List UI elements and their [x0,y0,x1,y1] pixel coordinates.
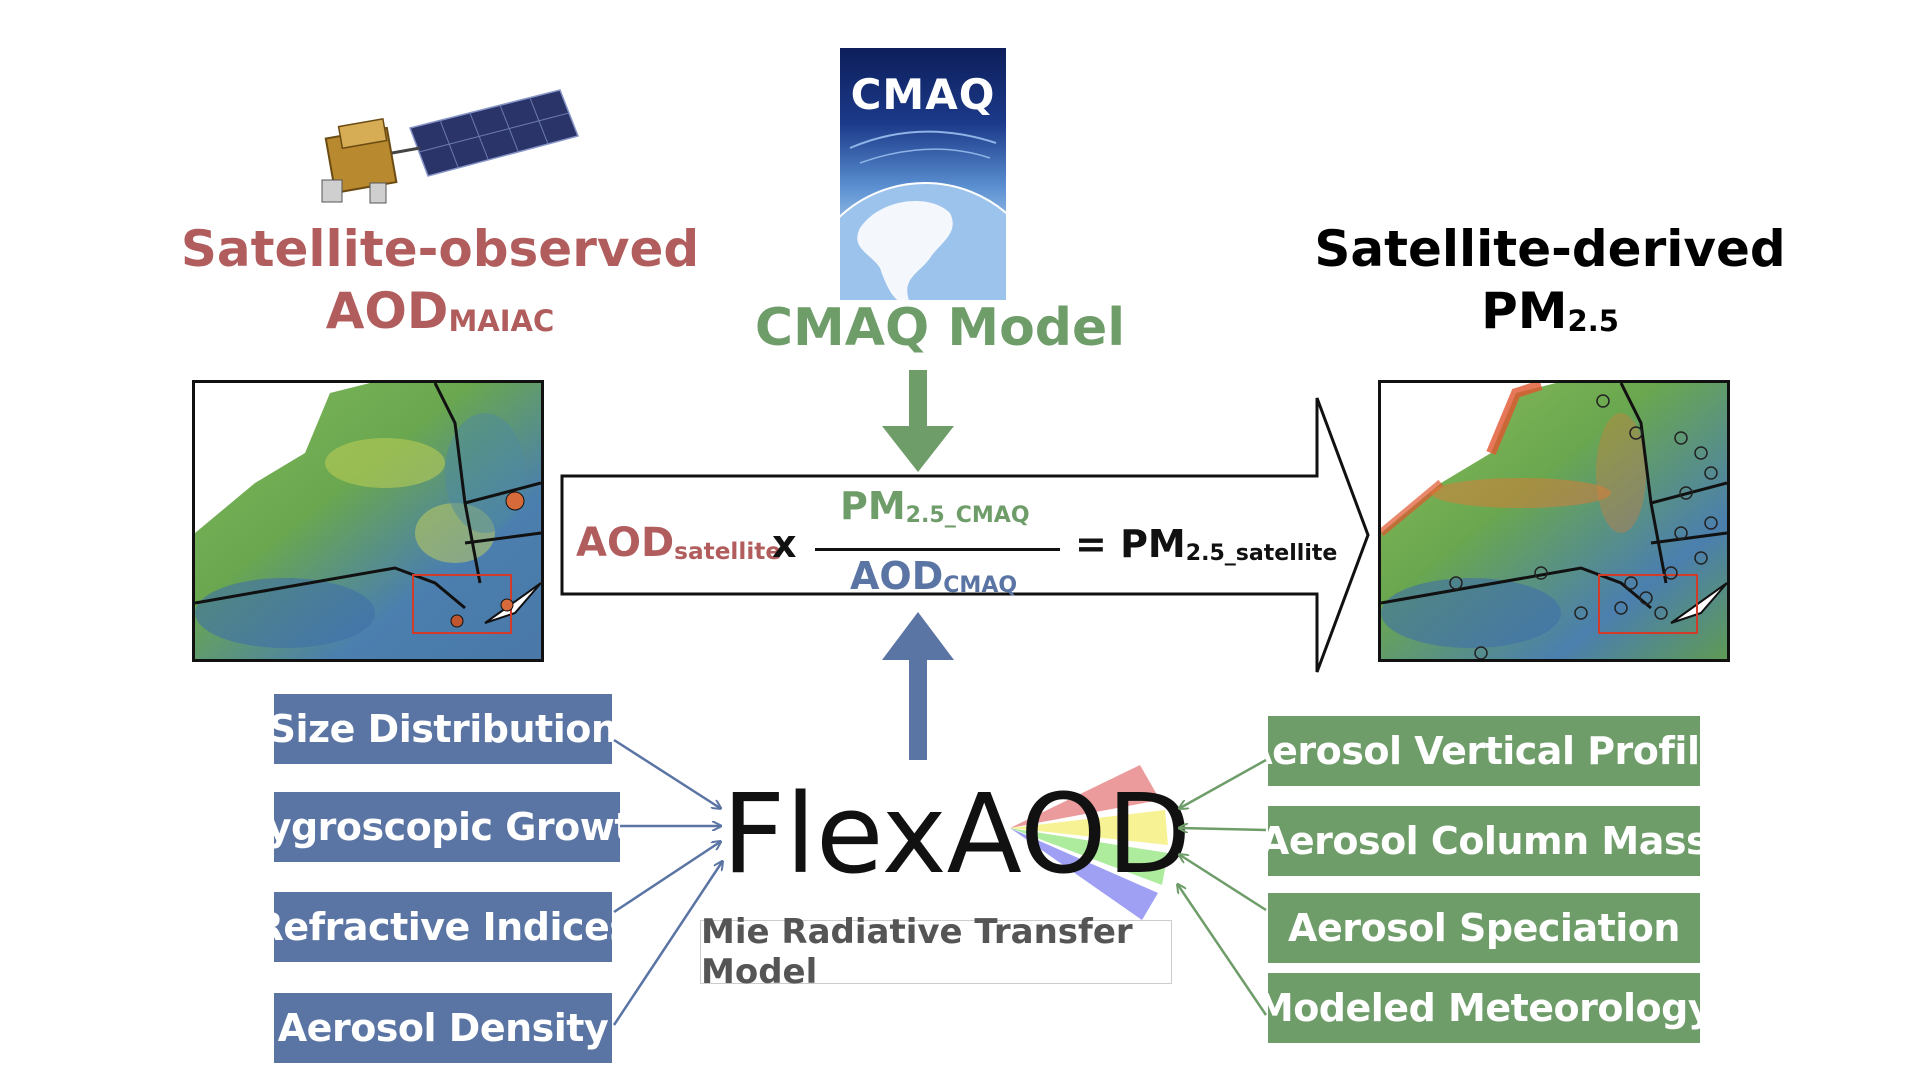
input-aerosol-vertical-profile: Aerosol Vertical Profile [1243,716,1725,786]
eq-lhs-sub: satellite [674,537,782,565]
eq-num-sub: 2.5_CMAQ [905,502,1030,528]
arrow-aerosol-column-mass [1180,828,1267,830]
fraction-bar [815,548,1060,551]
arrow-modeled-meteorology [1178,885,1268,1016]
cmaq-swirl-icon [849,130,997,164]
flexaod-logo: FlexAOD [722,770,1192,898]
input-aerosol-column-mass: Aerosol Column Mass [1260,806,1709,876]
cmaq-logo: CMAQ [840,48,1006,300]
equation-numerator: PM2.5_CMAQ [840,484,1030,528]
center-title: CMAQ Model [754,298,1126,358]
equation-times: x [772,522,797,566]
equation-denominator: AODCMAQ [850,554,1017,598]
input-modeled-meteorology: Modeled Meteorology [1256,973,1713,1043]
equation-rhs: = PM2.5_satellite [1075,522,1337,566]
pm25-map [1378,380,1730,662]
cmaq-down-arrow [882,370,954,472]
arrow-aerosol-speciation [1180,855,1267,912]
eq-num-pm: PM [840,484,906,528]
right-title-pm: PM [1481,282,1568,340]
left-title-sub: MAIAC [448,304,555,339]
cmaq-globe-icon [840,182,1006,300]
big-arrow-shape [560,397,1370,673]
pm25-map-graphic [1381,383,1727,659]
input-aerosol-density: Aerosol Density [274,993,612,1063]
eq-rhs-eq: = [1075,522,1107,566]
right-title: Satellite-derived PM2.5 [1300,220,1800,340]
equation-lhs: AODsatellite [576,520,781,566]
eq-rhs-sub: 2.5_satellite [1185,540,1338,566]
input-refractive-indices: Refractive Indices [255,892,632,962]
eq-den-sub: CMAQ [943,572,1018,598]
eq-lhs-aod: AOD [576,520,675,566]
flexaod-up-arrow [882,612,954,760]
arrow-aerosol-density [612,862,722,1026]
left-title-line1: Satellite-observed [180,220,700,278]
arrow-size-distribution [613,738,720,808]
arrow-refractive-indices [613,842,720,914]
input-aerosol-speciation: Aerosol Speciation [1268,893,1700,963]
spectrum-rays-icon [1010,765,1168,920]
aod-map [192,380,544,662]
eq-rhs-pm: PM [1120,522,1186,566]
eq-den-aod: AOD [850,554,944,598]
satellite-icon [321,89,580,204]
left-title-aod: AOD [325,282,449,340]
aod-map-graphic [195,383,541,659]
right-title-sub: 2.5 [1567,304,1619,339]
input-hygroscopic-growth: Hygroscopic Growth [235,792,659,862]
input-size-distribution: Size Distribution [269,694,618,764]
right-title-line1: Satellite-derived [1314,220,1786,278]
arrow-aerosol-vertical-profile [1180,758,1267,808]
left-title: Satellite-observed AODMAIAC [180,220,700,340]
cmaq-logo-text: CMAQ [850,70,996,119]
